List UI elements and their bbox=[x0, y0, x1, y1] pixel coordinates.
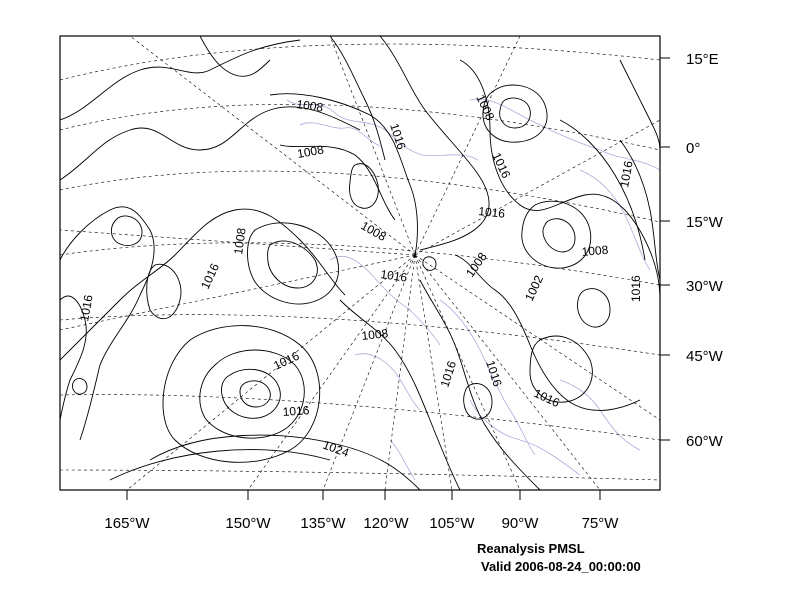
contour-label: 1008 bbox=[473, 92, 497, 122]
longitude-label: 165°W bbox=[104, 515, 150, 532]
contour-label: 1008 bbox=[296, 142, 325, 160]
contour-label: 1016 bbox=[438, 359, 460, 389]
longitude-label: 105°W bbox=[429, 515, 475, 532]
longitude-label: 75°W bbox=[582, 515, 620, 532]
contour-label: 1002 bbox=[522, 273, 546, 303]
graticule bbox=[60, 36, 660, 490]
latitude-label: 45°W bbox=[686, 348, 724, 365]
valid-time: Valid 2006-08-24_00:00:00 bbox=[481, 559, 641, 574]
isobars bbox=[60, 36, 660, 490]
contour-label: 1016 bbox=[489, 150, 513, 180]
map-frame bbox=[59, 35, 661, 491]
longitude-labels: 165°W 150°W 135°W 120°W 105°W 90°W 75°W bbox=[104, 515, 619, 532]
contour-label: 1016 bbox=[77, 293, 95, 322]
contour-label: 1016 bbox=[282, 403, 310, 419]
contour-label: 1016 bbox=[271, 349, 301, 373]
latitude-label: 60°W bbox=[686, 433, 724, 450]
latitude-label: 30°W bbox=[686, 278, 724, 295]
longitude-label: 90°W bbox=[502, 515, 540, 532]
contour-label: 1016 bbox=[198, 261, 222, 291]
longitude-label: 150°W bbox=[225, 515, 271, 532]
longitude-ticks bbox=[126, 490, 601, 500]
contour-label: 1016 bbox=[380, 267, 409, 285]
contour-label: 1008 bbox=[231, 227, 249, 256]
latitude-label: 15°E bbox=[686, 51, 719, 68]
longitude-label: 135°W bbox=[300, 515, 346, 532]
contour-label: 1016 bbox=[617, 159, 635, 188]
contour-label: 1016 bbox=[532, 386, 562, 410]
latitude-label: 15°W bbox=[686, 214, 724, 231]
contour-label: 1008 bbox=[361, 326, 389, 343]
latitude-ticks bbox=[660, 57, 670, 441]
contour-label: 1008 bbox=[359, 218, 389, 244]
contour-label: 1008 bbox=[463, 250, 490, 280]
longitude-label: 120°W bbox=[363, 515, 409, 532]
contour-label: 1008 bbox=[296, 97, 325, 115]
latitude-label: 0° bbox=[686, 140, 700, 157]
contour-label: 1016 bbox=[483, 359, 505, 389]
contour-labels: 1008 1008 1016 1008 1016 1016 1008 1016 … bbox=[77, 92, 643, 460]
map-title: Reanalysis PMSL bbox=[477, 541, 585, 556]
contour-label: 1008 bbox=[581, 243, 609, 259]
latitude-labels: 15°E 0° 15°W 30°W 45°W 60°W bbox=[686, 51, 724, 450]
contour-label: 1016 bbox=[478, 204, 506, 221]
coastlines bbox=[286, 98, 660, 481]
contour-label: 1016 bbox=[629, 275, 643, 302]
